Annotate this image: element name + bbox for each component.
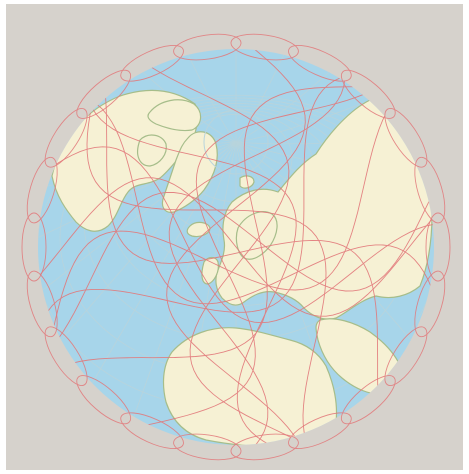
orbit-track [133, 85, 381, 429]
land-greenland [161, 131, 218, 213]
orbit-loop [340, 69, 396, 119]
orbit-track [166, 49, 306, 445]
orbit-loops-outer [21, 33, 451, 461]
orbit-loop [173, 33, 242, 61]
orbit-loop [21, 212, 47, 282]
orbit-track [50, 98, 396, 342]
graticule-meridian [47, 141, 237, 357]
orbit-track [86, 94, 327, 445]
orbit-track [136, 56, 306, 445]
land-iceland [186, 221, 211, 238]
land-eurasia [215, 98, 433, 320]
north-pole-cap [203, 109, 269, 175]
orbit-loop [340, 375, 396, 425]
graticule-meridian [81, 141, 237, 402]
orbit-loop [384, 108, 428, 168]
orbit-loop [76, 375, 132, 425]
orbit-track [38, 72, 364, 334]
orbit-loop [120, 412, 184, 449]
orbit-loop [26, 270, 58, 338]
orbit-loop [425, 212, 451, 282]
orbit-track [55, 86, 369, 370]
orbit-loop [26, 156, 58, 224]
orbit-loop [384, 326, 428, 386]
orbit-loop [288, 45, 352, 82]
orbit-loop [173, 433, 242, 461]
satellite-ground-track [38, 49, 434, 445]
orbit-track [103, 79, 379, 403]
orbit-loop [120, 45, 184, 82]
graticule-meridian [235, 58, 346, 143]
orbit-loop [230, 433, 299, 461]
orbit-loop [414, 156, 446, 224]
orbit-loop [288, 412, 352, 449]
orbit-loop [44, 326, 88, 386]
land-arctic-islands [147, 99, 202, 132]
graticule-meridian [38, 141, 237, 248]
orbit-loop [414, 270, 446, 338]
orbit-loop [230, 33, 299, 61]
orbit-track [168, 57, 346, 445]
orbit-track [46, 187, 434, 353]
orbit-track [38, 177, 434, 317]
land-masses [51, 89, 433, 445]
orbit-loop [44, 108, 88, 168]
graticule-meridian [38, 141, 237, 304]
orbit-track [86, 87, 297, 445]
orbit-track [38, 146, 434, 324]
orbit-loop [76, 69, 132, 119]
